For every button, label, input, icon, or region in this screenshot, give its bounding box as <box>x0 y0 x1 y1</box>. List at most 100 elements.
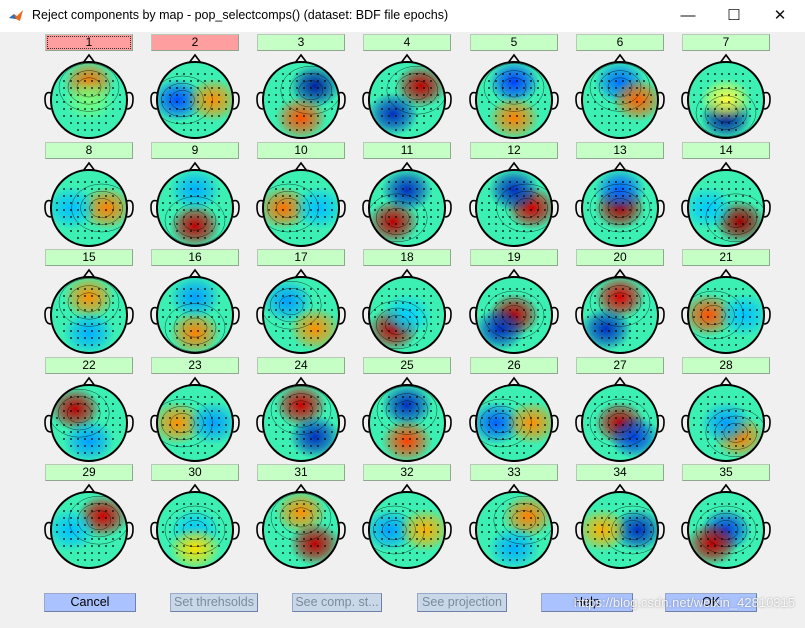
component-29-button[interactable]: 29 <box>45 464 133 481</box>
component-12-button[interactable]: 12 <box>470 142 558 159</box>
scalp-map-17[interactable] <box>255 268 347 356</box>
scalp-map-9[interactable] <box>149 161 241 249</box>
scalp-map-27[interactable] <box>574 376 666 464</box>
help-button[interactable]: Help <box>541 593 633 612</box>
component-13-button[interactable]: 13 <box>576 142 664 159</box>
scalp-map-10[interactable] <box>255 161 347 249</box>
component-33-button[interactable]: 33 <box>470 464 558 481</box>
scalp-map-34[interactable] <box>574 483 666 571</box>
electrode-dot <box>601 337 603 339</box>
scalp-map-26[interactable] <box>468 376 560 464</box>
electrode-dot <box>56 531 58 533</box>
component-18-button[interactable]: 18 <box>363 249 451 266</box>
scalp-map-31[interactable] <box>255 483 347 571</box>
scalp-map-20[interactable] <box>574 268 666 356</box>
scalp-map-1[interactable] <box>43 53 135 141</box>
component-34-button[interactable]: 34 <box>576 464 664 481</box>
component-11-button[interactable]: 11 <box>363 142 451 159</box>
electrode-dot <box>289 195 291 197</box>
scalp-map-32[interactable] <box>361 483 453 571</box>
electrode-dot <box>714 396 716 398</box>
component-30-button[interactable]: 30 <box>151 464 239 481</box>
component-24-button[interactable]: 24 <box>257 357 345 374</box>
scalp-map-5[interactable] <box>468 53 560 141</box>
component-3-button[interactable]: 3 <box>257 34 345 51</box>
scalp-map-16[interactable] <box>149 268 241 356</box>
component-22-button[interactable]: 22 <box>45 357 133 374</box>
component-21-button[interactable]: 21 <box>682 249 770 266</box>
scalp-map-29[interactable] <box>43 483 135 571</box>
component-8-button[interactable]: 8 <box>45 142 133 159</box>
minimize-button[interactable]: — <box>680 7 696 24</box>
component-7-button[interactable]: 7 <box>682 34 770 51</box>
electrode-dot <box>112 209 114 211</box>
scalp-map-25[interactable] <box>361 376 453 464</box>
scalp-map-15[interactable] <box>43 268 135 356</box>
scalp-map-12[interactable] <box>468 161 560 249</box>
scalp-map-35[interactable] <box>680 483 772 571</box>
close-button[interactable]: ✕ <box>773 7 787 24</box>
nose <box>294 268 308 279</box>
component-6-button[interactable]: 6 <box>576 34 664 51</box>
component-2-button[interactable]: 2 <box>151 34 239 51</box>
component-19-button[interactable]: 19 <box>470 249 558 266</box>
scalp-map-19[interactable] <box>468 268 560 356</box>
component-5-button[interactable]: 5 <box>470 34 558 51</box>
component-15-button[interactable]: 15 <box>45 249 133 266</box>
scalp-map-22[interactable] <box>43 376 135 464</box>
scalp-map-14[interactable] <box>680 161 772 249</box>
component-10-button[interactable]: 10 <box>257 142 345 159</box>
scalp-map-11[interactable] <box>361 161 453 249</box>
scalp-map-6[interactable] <box>574 53 666 141</box>
electrode-dot <box>402 337 404 339</box>
electrode-dot <box>530 503 532 505</box>
scalp-map-18[interactable] <box>361 268 453 356</box>
component-9-button[interactable]: 9 <box>151 142 239 159</box>
ok-button[interactable]: OK <box>665 593 757 612</box>
scalp-map-24[interactable] <box>255 376 347 464</box>
scalp-map-4[interactable] <box>361 53 453 141</box>
component-23-button[interactable]: 23 <box>151 357 239 374</box>
right-ear <box>763 521 771 540</box>
component-32-button[interactable]: 32 <box>363 464 451 481</box>
see-comp-stats-button[interactable]: See comp. st... <box>292 593 382 612</box>
electrode-dot <box>629 538 631 540</box>
scalp-map-7[interactable] <box>680 53 772 141</box>
left-ear <box>575 414 583 433</box>
scalp-map-30[interactable] <box>149 483 241 571</box>
electrode-dot <box>176 295 178 297</box>
scalp-map-21[interactable] <box>680 268 772 356</box>
maximize-button[interactable]: ☐ <box>727 7 741 24</box>
scalp-map-2[interactable] <box>149 53 241 141</box>
scalp-map-3[interactable] <box>255 53 347 141</box>
scalp-map-13[interactable] <box>574 161 666 249</box>
component-20-button[interactable]: 20 <box>576 249 664 266</box>
electrode-dot <box>388 410 390 412</box>
component-28-button[interactable]: 28 <box>682 357 770 374</box>
set-thresholds-button[interactable]: Set threhsolds <box>170 593 258 612</box>
see-projection-button[interactable]: See projection <box>417 593 507 612</box>
component-25-button[interactable]: 25 <box>363 357 451 374</box>
electrode-dot <box>735 195 737 197</box>
component-14-button[interactable]: 14 <box>682 142 770 159</box>
electrode-dot <box>430 115 432 117</box>
component-4-button[interactable]: 4 <box>363 34 451 51</box>
right-ear <box>444 306 452 325</box>
electrode-dot <box>735 330 737 332</box>
component-1-button[interactable]: 1 <box>45 34 133 51</box>
electrode-dot <box>105 517 107 519</box>
scalp-map-33[interactable] <box>468 483 560 571</box>
electrode-dot <box>204 209 206 211</box>
scalp-map-28[interactable] <box>680 376 772 464</box>
component-31-button[interactable]: 31 <box>257 464 345 481</box>
component-17-button[interactable]: 17 <box>257 249 345 266</box>
component-27-button[interactable]: 27 <box>576 357 664 374</box>
component-26-button[interactable]: 26 <box>470 357 558 374</box>
component-35-button[interactable]: 35 <box>682 464 770 481</box>
component-16-button[interactable]: 16 <box>151 249 239 266</box>
electrode-dot <box>636 410 638 412</box>
cancel-button[interactable]: Cancel <box>44 593 136 612</box>
scalp-map-8[interactable] <box>43 161 135 249</box>
electrode-dot <box>183 410 185 412</box>
scalp-map-23[interactable] <box>149 376 241 464</box>
